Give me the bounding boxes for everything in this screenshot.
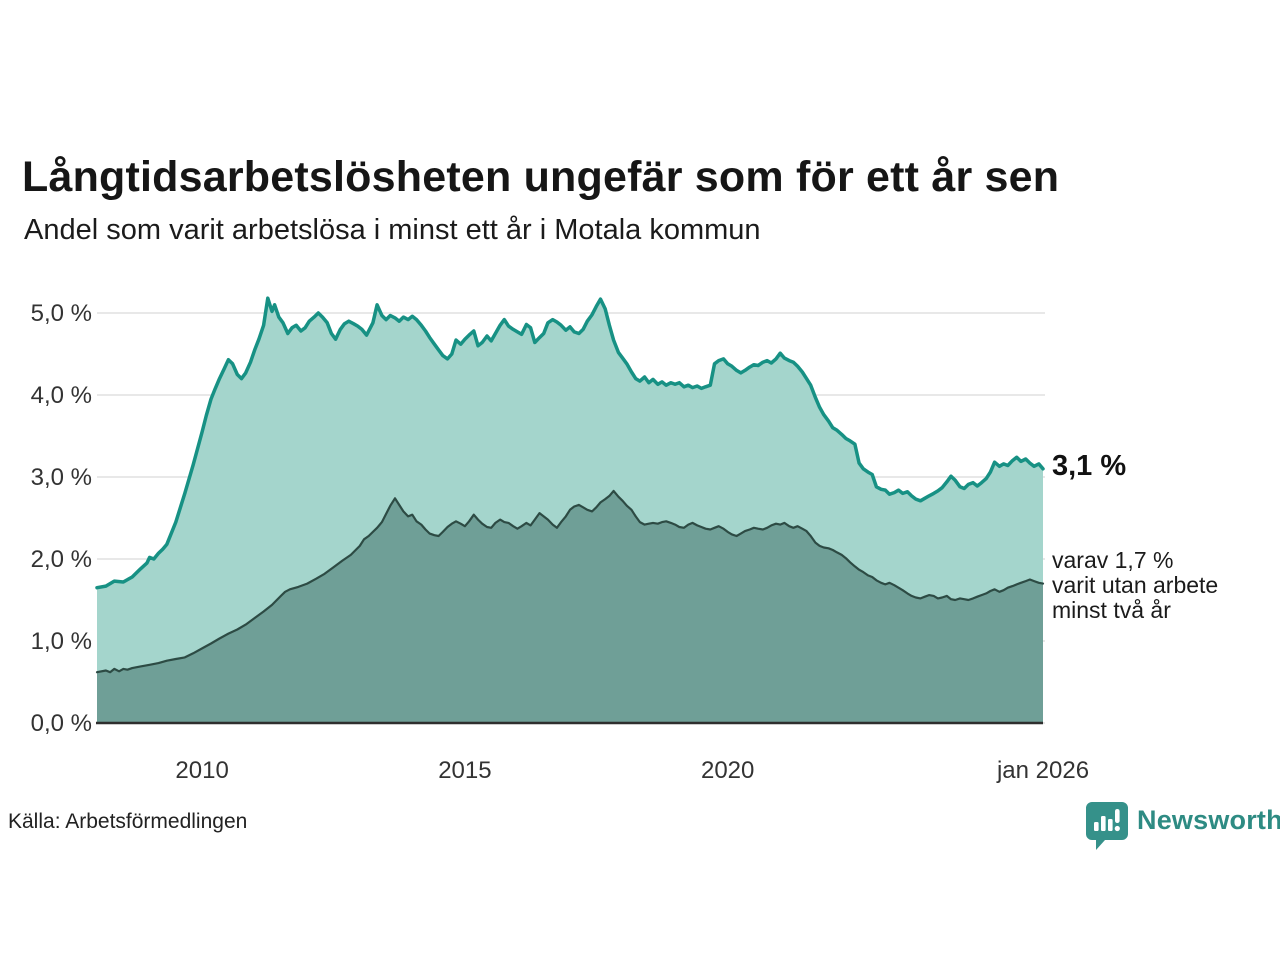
x-axis-tick-label: 2020 [701,757,754,784]
secondary-note-line-3: minst två år [1052,597,1171,623]
y-axis-tick-label: 3,0 % [31,464,92,491]
x-axis-tick-label: jan 2026 [996,757,1089,784]
secondary-note: varav 1,7 % varit utan arbete minst två … [1052,548,1218,623]
y-axis-tick-label: 4,0 % [31,382,92,409]
y-axis-tick-label: 5,0 % [31,300,92,327]
area-minst-tva-ar [97,490,1043,723]
x-axis-tick-label: 2010 [175,757,228,784]
y-axis-tick-label: 0,0 % [31,710,92,737]
x-axis-tick-label: 2015 [438,757,491,784]
source-text: Källa: Arbetsförmedlingen [8,810,248,833]
y-axis-tick-label: 2,0 % [31,546,92,573]
secondary-note-line-1: varav 1,7 % [1052,547,1174,573]
y-axis-tick-label: 1,0 % [31,628,92,655]
chart-title: Långtidsarbetslösheten ungefär som för e… [22,152,1060,201]
line-minst-ett-ar [95,296,1045,590]
secondary-note-line-2: varit utan arbete [1052,572,1219,598]
latest-value-label: 3,1 % [1052,450,1127,482]
bar-chart-speech-bubble-icon [1085,801,1129,856]
newsworthy-logo: Newsworthy [1085,801,1280,856]
line-minst-tva-ar [95,489,1045,674]
brand-name: Newsworthy [1137,805,1280,835]
chart-subtitle: Andel som varit arbetslösa i minst ett å… [24,214,761,246]
